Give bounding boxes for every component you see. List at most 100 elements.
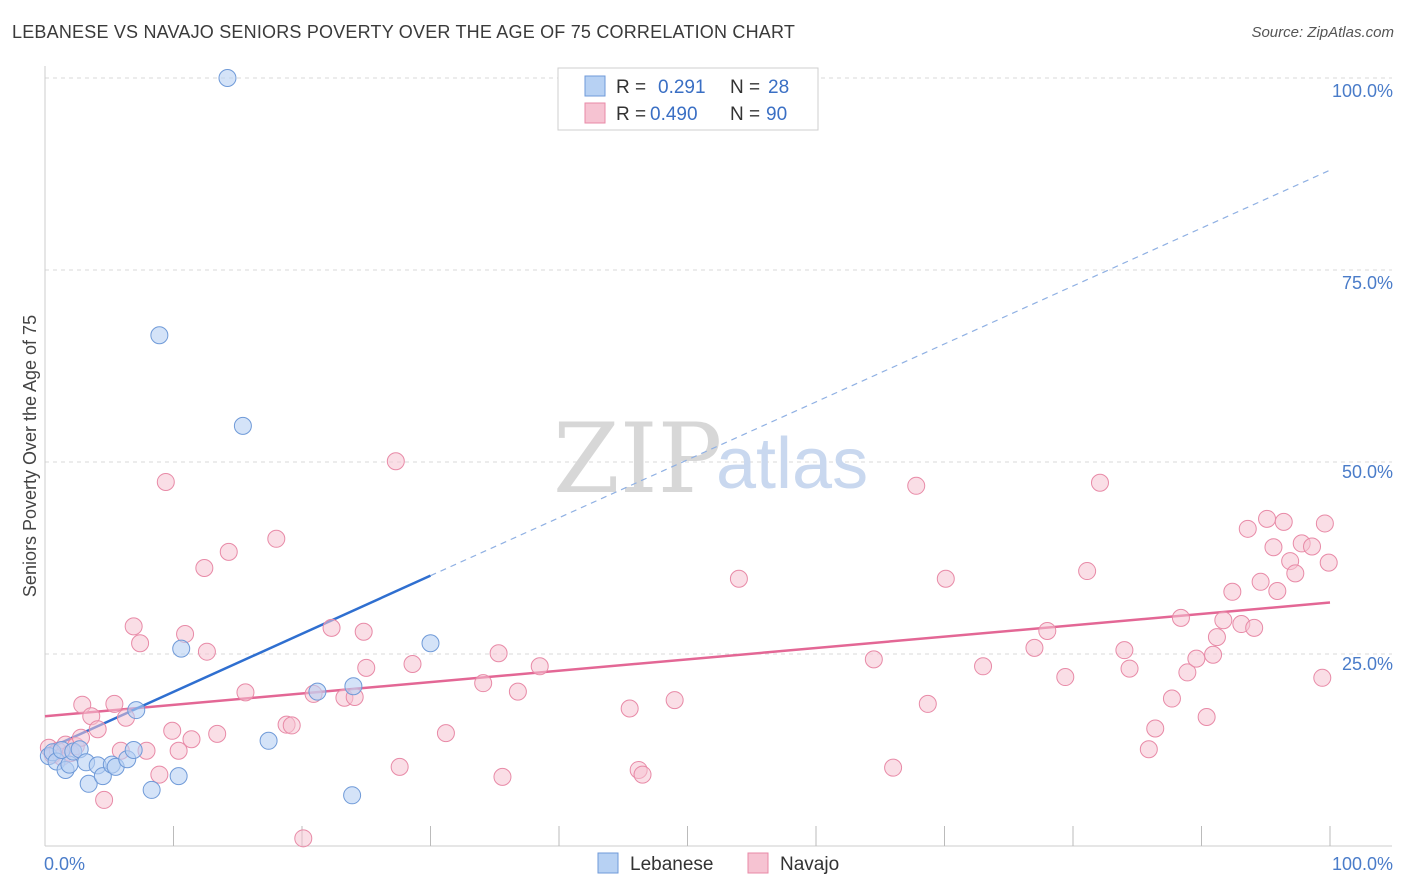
lebanese-r-label: R = xyxy=(616,77,646,98)
gridlines xyxy=(45,77,1392,655)
lebanese-point xyxy=(421,634,440,653)
series-legend: Lebanese Navajo xyxy=(597,852,839,875)
navajo-point xyxy=(219,542,238,561)
navajo-point xyxy=(493,767,512,786)
tick-labels: 25.0% 50.0% 75.0% 100.0% 0.0% 100.0% xyxy=(44,81,1393,874)
navajo-trend-line xyxy=(44,601,1331,718)
navajo-point xyxy=(665,691,684,710)
navajo-point xyxy=(436,724,455,743)
lebanese-point xyxy=(218,69,237,87)
navajo-point xyxy=(1025,638,1044,657)
lebanese-point xyxy=(344,677,363,696)
navajo-r-label: R = xyxy=(616,104,646,125)
lebanese-trend-extension xyxy=(430,169,1331,577)
navajo-point xyxy=(884,758,903,777)
navajo-point xyxy=(163,721,182,740)
navajo-point xyxy=(633,765,652,784)
lebanese-point xyxy=(172,639,191,658)
x-tick-label: 0.0% xyxy=(44,854,85,874)
navajo-point xyxy=(1187,649,1206,668)
lebanese-point xyxy=(343,786,362,805)
navajo-point xyxy=(150,765,169,784)
navajo-point xyxy=(1268,582,1287,601)
navajo-point xyxy=(1171,608,1190,627)
navajo-point xyxy=(1078,562,1097,581)
navajo-point xyxy=(386,452,405,471)
x-tick-label: 100.0% xyxy=(1332,854,1393,874)
navajo-point xyxy=(1162,689,1181,708)
navajo-point xyxy=(489,644,508,663)
lebanese-r-value: 0.291 xyxy=(658,77,706,98)
y-tick-label: 75.0% xyxy=(1342,273,1393,293)
navajo-point xyxy=(88,720,107,739)
navajo-point xyxy=(1286,564,1305,583)
navajo-point xyxy=(354,622,373,641)
y-tick-label: 50.0% xyxy=(1342,462,1393,482)
navajo-point xyxy=(294,829,313,848)
lebanese-point xyxy=(127,701,146,720)
lebanese-point xyxy=(259,731,278,750)
lebanese-point xyxy=(308,682,327,701)
navajo-point xyxy=(1223,582,1242,601)
navajo-point xyxy=(124,617,143,636)
lebanese-point xyxy=(124,741,143,759)
navajo-point xyxy=(236,683,255,702)
navajo-point xyxy=(1090,473,1109,492)
lebanese-point xyxy=(233,416,252,435)
navajo-point xyxy=(1313,668,1332,687)
navajo-point xyxy=(620,699,639,718)
navajo-series-label: Navajo xyxy=(780,854,839,875)
watermark: ZIP atlas xyxy=(553,403,868,515)
lebanese-point xyxy=(150,326,169,345)
lebanese-n-label: N = xyxy=(730,77,760,98)
navajo-point xyxy=(357,658,376,677)
watermark-atlas: atlas xyxy=(716,424,868,504)
navajo-point xyxy=(267,529,286,548)
y-tick-label: 25.0% xyxy=(1342,654,1393,674)
lebanese-legend-swatch xyxy=(584,75,606,97)
y-tick-label: 100.0% xyxy=(1332,81,1393,101)
watermark-zip: ZIP xyxy=(553,403,722,515)
data-points xyxy=(39,69,1338,848)
source-label: Source: ZipAtlas.com xyxy=(1251,24,1394,41)
navajo-point xyxy=(390,757,409,776)
navajo-point xyxy=(1251,572,1270,591)
navajo-point xyxy=(1274,512,1293,531)
trend-lines xyxy=(44,169,1331,752)
navajo-legend-swatch xyxy=(584,102,606,124)
lebanese-n-value: 28 xyxy=(768,77,789,98)
navajo-point xyxy=(974,657,993,676)
navajo-point xyxy=(530,657,549,676)
navajo-point xyxy=(156,472,175,491)
navajo-point xyxy=(282,716,301,735)
lebanese-point xyxy=(142,780,161,799)
navajo-point xyxy=(474,674,493,693)
navajo-point xyxy=(1214,611,1233,630)
navajo-point xyxy=(1319,553,1338,572)
navajo-n-value: 90 xyxy=(766,104,787,125)
y-axis-label: Seniors Poverty Over the Age of 75 xyxy=(20,315,40,597)
navajo-point xyxy=(907,476,926,495)
navajo-point xyxy=(322,618,341,637)
navajo-point xyxy=(95,790,114,809)
navajo-n-label: N = xyxy=(730,104,760,125)
navajo-point xyxy=(1115,641,1134,660)
chart-title: LEBANESE VS NAVAJO SENIORS POVERTY OVER … xyxy=(12,22,796,42)
navajo-point xyxy=(131,634,150,653)
navajo-r-value: 0.490 xyxy=(650,104,698,125)
navajo-point xyxy=(1303,537,1322,556)
navajo-series-swatch xyxy=(747,852,769,874)
lebanese-series-label: Lebanese xyxy=(630,854,713,875)
navajo-point xyxy=(1207,628,1226,647)
navajo-point xyxy=(1056,668,1075,687)
navajo-point xyxy=(1146,719,1165,738)
navajo-point xyxy=(1258,509,1277,528)
navajo-point xyxy=(195,558,214,577)
lebanese-point xyxy=(169,767,188,786)
navajo-point xyxy=(918,694,937,713)
navajo-point xyxy=(1178,663,1197,682)
navajo-point xyxy=(169,741,188,760)
stats-legend: R = 0.291 N = 28 R = 0.490 N = 90 xyxy=(557,67,819,131)
lebanese-point xyxy=(79,774,98,793)
